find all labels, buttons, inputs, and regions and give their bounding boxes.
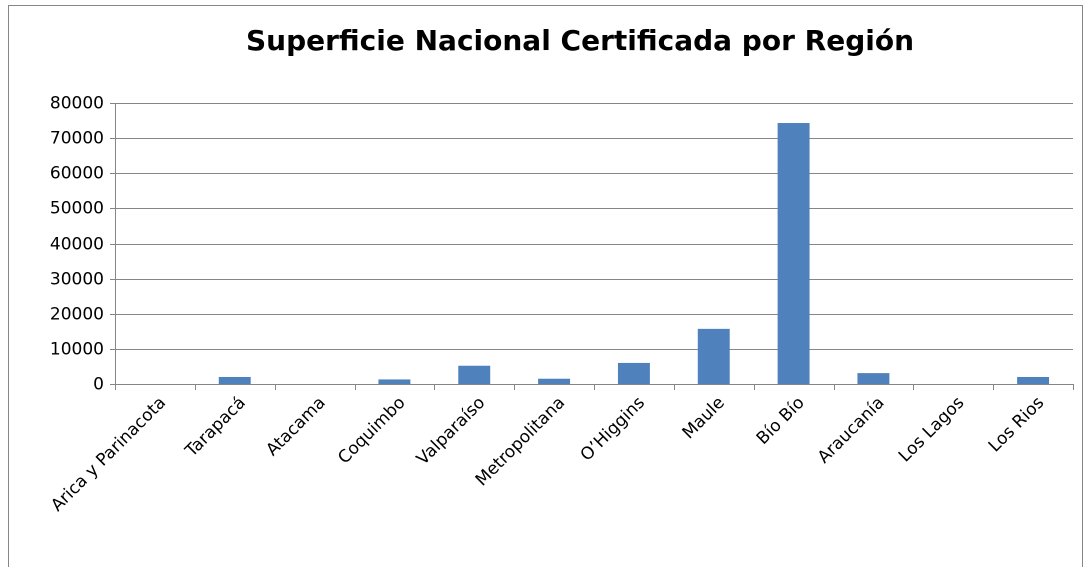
bar xyxy=(218,376,251,384)
y-tick-label: 40000 xyxy=(50,235,104,255)
y-tick-label: 50000 xyxy=(50,199,104,219)
y-tick-label: 20000 xyxy=(50,305,104,325)
bar xyxy=(378,379,411,384)
bar xyxy=(777,123,810,385)
chart-border xyxy=(8,5,1083,567)
y-tick-label: 30000 xyxy=(50,270,104,290)
chart-title: Superficie Nacional Certificada por Regi… xyxy=(246,24,914,57)
y-tick-label: 60000 xyxy=(50,164,104,184)
bar xyxy=(1017,376,1050,384)
bar xyxy=(538,378,571,384)
bar xyxy=(857,373,890,384)
bar xyxy=(697,328,730,384)
y-tick-label: 70000 xyxy=(50,129,104,149)
y-tick-label: 0 xyxy=(93,375,104,395)
bar xyxy=(458,365,491,384)
y-tick-label: 80000 xyxy=(50,94,104,114)
bar xyxy=(617,362,650,384)
y-tick-label: 10000 xyxy=(50,340,104,360)
